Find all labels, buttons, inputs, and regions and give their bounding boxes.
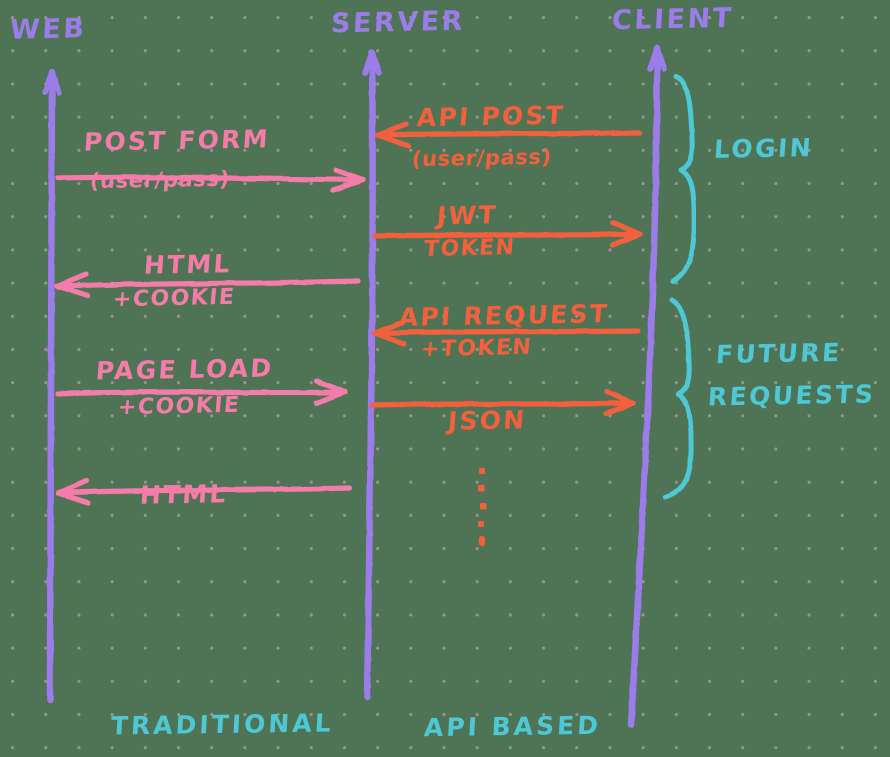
label-token-sub: +TOKEN: [419, 334, 534, 363]
footer-traditional: TRADITIONAL: [110, 708, 335, 741]
arrow-json: [369, 389, 636, 417]
brace-login: [670, 73, 697, 284]
label-json: JSON: [446, 405, 528, 436]
label-post-form-sub: (user/pass): [88, 166, 231, 194]
lane-title-client: CLIENT: [611, 2, 735, 37]
label-api-post: API POST: [415, 100, 567, 133]
label-login: LOGIN: [712, 133, 815, 164]
label-html: HTML: [138, 479, 229, 510]
lifeline-client: [627, 44, 667, 729]
arrow-html: [55, 478, 353, 506]
label-jwt: JWT: [435, 200, 499, 231]
label-html-cookie-sub: +COOKIE: [111, 284, 237, 313]
brace-future-requests: [662, 297, 694, 500]
arrow-api-request: [372, 319, 641, 347]
arrow-html-cookie: [54, 271, 361, 299]
label-api-post-sub: (user/pass): [410, 144, 553, 172]
vertical-ellipsis-icon: [478, 468, 487, 546]
label-future: FUTURE: [714, 337, 843, 370]
arrow-post-form: [55, 167, 366, 193]
lifeline-web: [42, 68, 62, 704]
label-requests: REQUESTS: [706, 379, 877, 412]
label-html-cookie: HTML: [142, 249, 233, 280]
label-post-form: POST FORM: [82, 124, 271, 157]
arrow-jwt-token: [372, 220, 643, 248]
footer-api-based: API BASED: [423, 710, 602, 743]
lane-title-server: SERVER: [330, 5, 466, 40]
lane-title-web: WEB: [9, 13, 88, 46]
label-page-load-sub: +COOKIE: [116, 392, 242, 421]
label-api-request: API REQUEST: [397, 299, 611, 332]
arrow-api-post: [375, 121, 643, 149]
label-token: TOKEN: [422, 235, 517, 262]
arrow-page-load: [55, 378, 348, 406]
lifeline-server: [362, 48, 382, 701]
label-page-load: PAGE LOAD: [94, 353, 275, 386]
